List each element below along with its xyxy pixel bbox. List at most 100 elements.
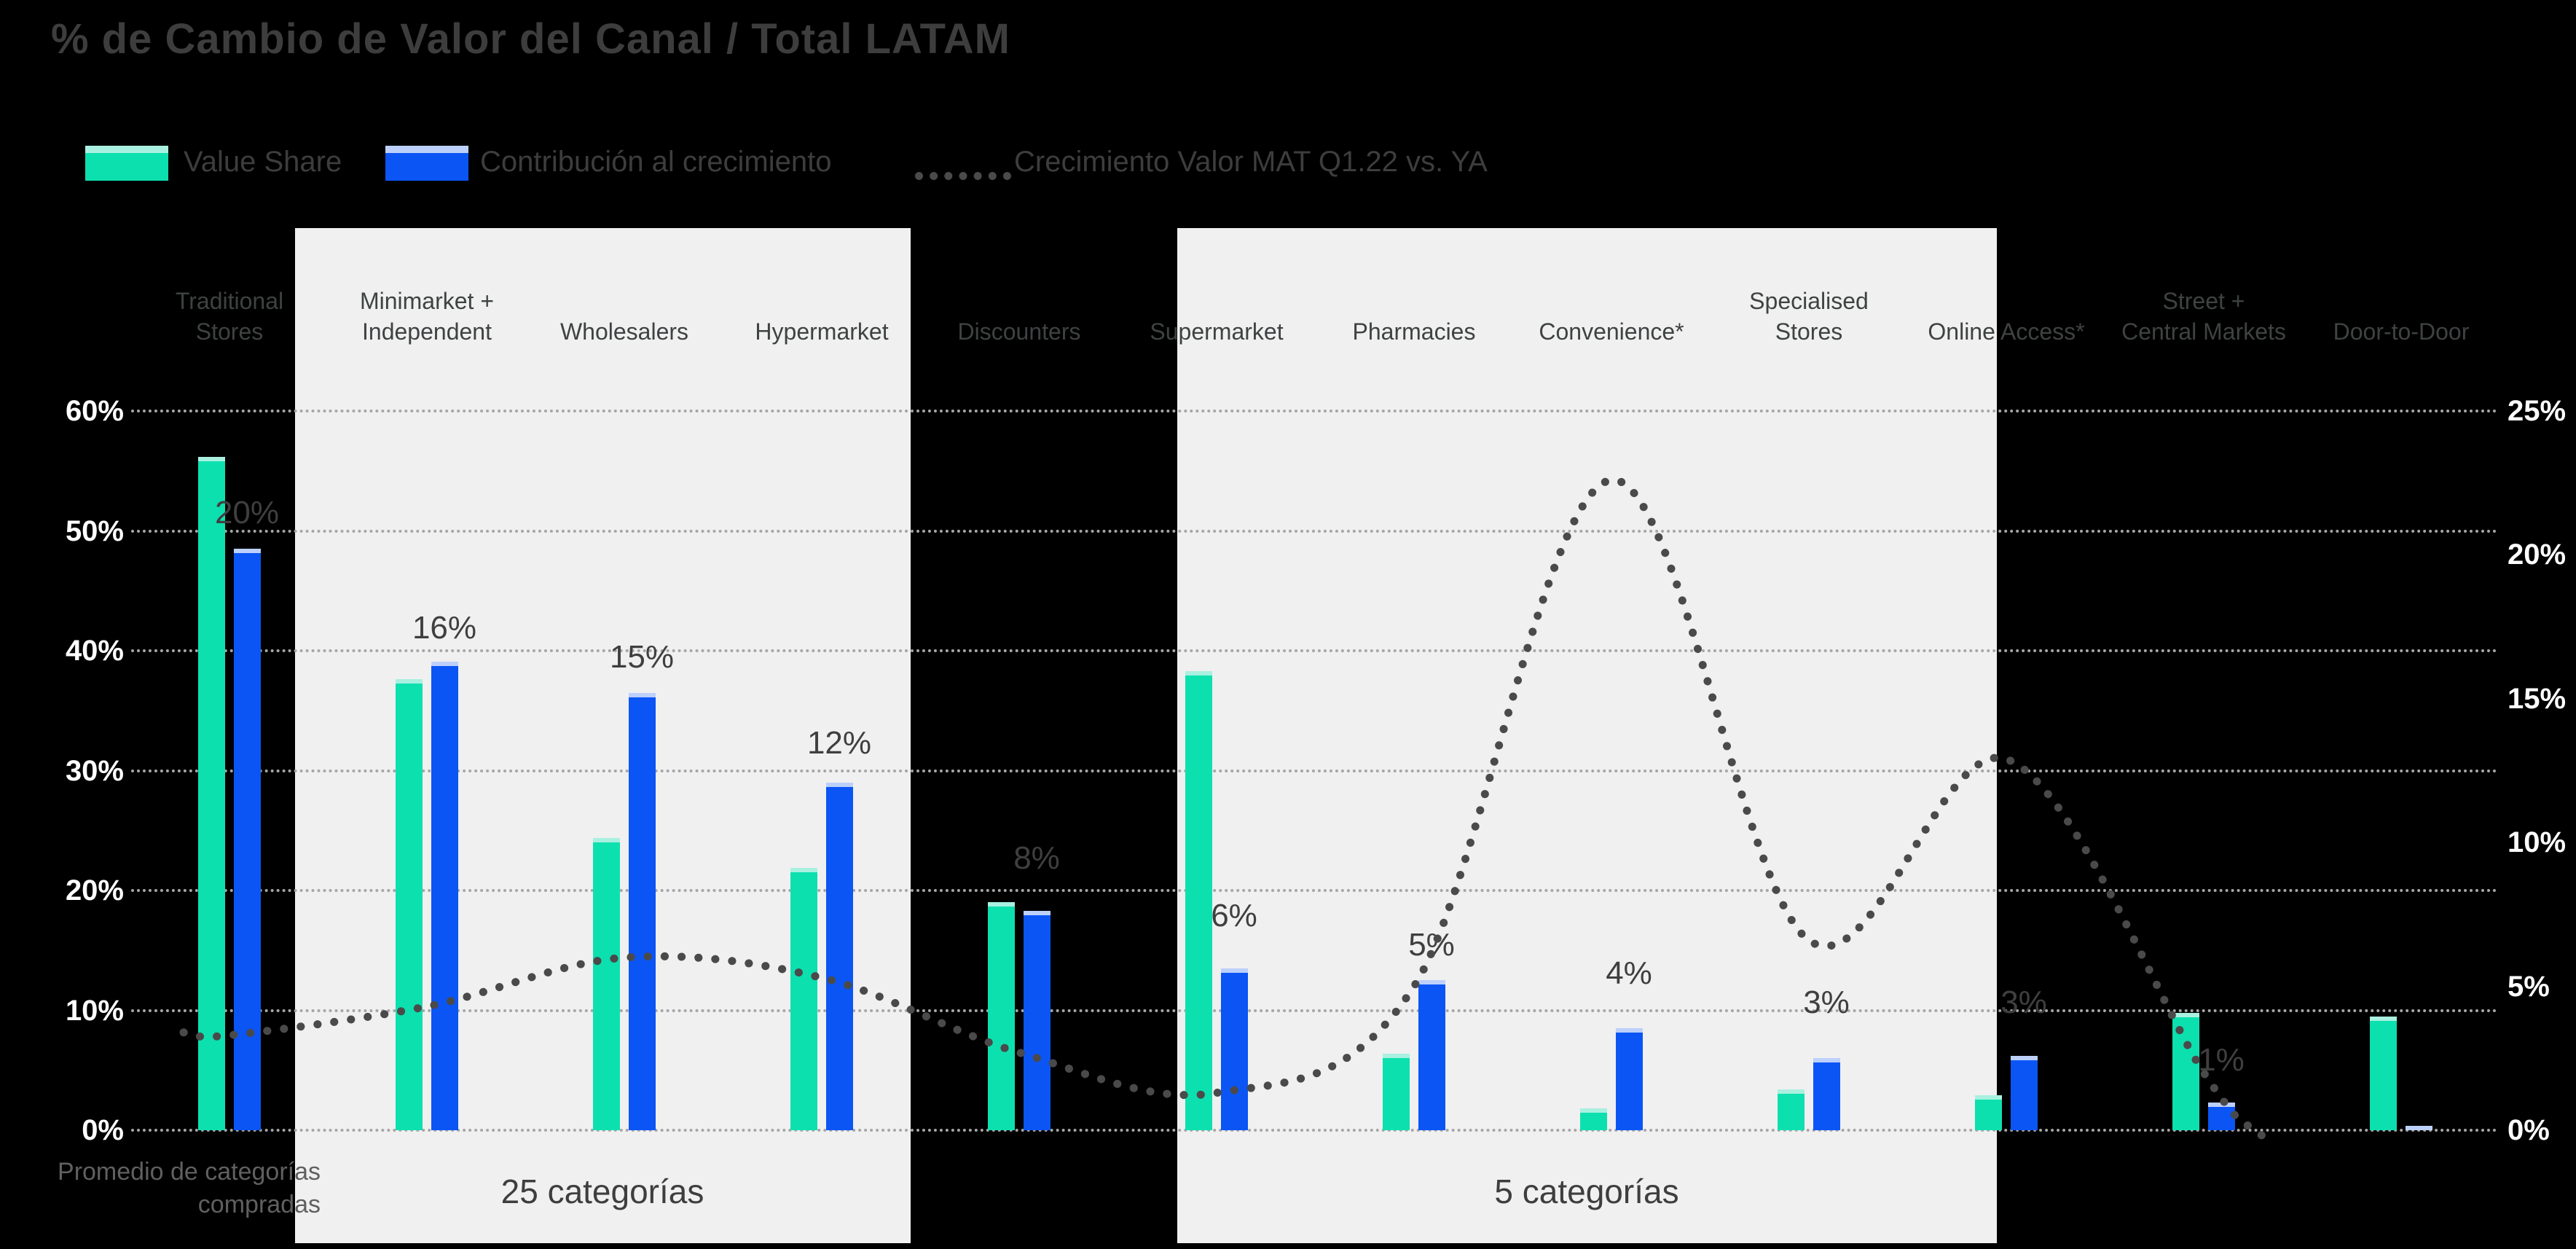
legend-swatch-contribucion bbox=[385, 146, 468, 181]
legend-label-value-share: Value Share bbox=[184, 146, 342, 178]
category-label: Online Access* bbox=[1928, 318, 2085, 345]
axis-tick-left: 40% bbox=[65, 635, 124, 667]
growth-annotation: 15% bbox=[609, 638, 675, 675]
bar-cap bbox=[2406, 1126, 2432, 1130]
bar-contribucion bbox=[629, 692, 656, 1130]
bar-contribucion bbox=[826, 782, 853, 1130]
bar-contribucion bbox=[431, 661, 458, 1130]
bar-cap bbox=[1024, 910, 1051, 915]
axis-tick-right: 0% bbox=[2508, 1114, 2550, 1146]
bar-value-share bbox=[396, 679, 423, 1130]
legend-dotted-line-sample bbox=[915, 172, 1011, 180]
axis-tick-right: 15% bbox=[2508, 682, 2567, 715]
category-label: Convenience* bbox=[1539, 318, 1684, 345]
category-label: Specialised Stores bbox=[1749, 288, 1869, 345]
bar-contribucion bbox=[2208, 1103, 2235, 1130]
growth-annotation: 1% bbox=[2198, 1041, 2245, 1078]
bar-cap bbox=[1221, 968, 1248, 973]
bar-contribucion bbox=[2011, 1056, 2038, 1130]
legend-swatch-value-share bbox=[85, 146, 168, 181]
growth-annotation: 6% bbox=[1211, 898, 1257, 934]
axis-tick-left: 10% bbox=[65, 994, 124, 1027]
footer-note: Promedio de categorías compradas bbox=[58, 1158, 321, 1218]
bar-value-share bbox=[1383, 1053, 1410, 1130]
axis-tick-right: 10% bbox=[2508, 826, 2567, 859]
growth-annotation: 8% bbox=[1013, 840, 1060, 877]
growth-annotation: 3% bbox=[2000, 984, 2047, 1020]
bar-cap bbox=[2172, 1012, 2199, 1017]
category-label: Discounters bbox=[957, 318, 1081, 345]
axis-tick-left: 20% bbox=[65, 874, 124, 907]
bar-cap bbox=[1778, 1089, 1805, 1095]
bar-cap bbox=[629, 692, 656, 697]
bar-value-share bbox=[1975, 1095, 2002, 1130]
growth-annotation: 4% bbox=[1606, 955, 1652, 992]
bar-value-share bbox=[2370, 1016, 2397, 1130]
growth-annotation: 20% bbox=[214, 495, 280, 531]
gridline bbox=[131, 529, 2499, 533]
bar-contribucion bbox=[2406, 1126, 2432, 1130]
bar-cap bbox=[396, 679, 423, 684]
bar-value-share bbox=[1580, 1108, 1607, 1130]
growth-annotation: 12% bbox=[806, 725, 872, 761]
bar-contribucion bbox=[1024, 910, 1051, 1130]
bar-cap bbox=[2370, 1016, 2397, 1021]
axis-tick-right: 5% bbox=[2508, 970, 2550, 1003]
axis-tick-left: 0% bbox=[82, 1114, 124, 1146]
bar-cap bbox=[1813, 1058, 1840, 1063]
category-label: Door-to-Door bbox=[2333, 318, 2470, 345]
category-label: Pharmacies bbox=[1352, 318, 1476, 345]
bar-cap bbox=[1185, 670, 1212, 676]
gridline bbox=[131, 1009, 2499, 1012]
bar-cap bbox=[2011, 1056, 2038, 1060]
swatch-cap bbox=[85, 146, 168, 153]
bar-value-share bbox=[1778, 1089, 1805, 1130]
bar-cap bbox=[198, 456, 225, 461]
bar-value-share bbox=[198, 456, 225, 1130]
bar-cap bbox=[1383, 1053, 1410, 1058]
panel-label-5-categorias: 5 categorías bbox=[1494, 1172, 1679, 1210]
gridline bbox=[131, 410, 2499, 412]
bar-cap bbox=[826, 782, 853, 787]
category-label: Minimarket + Independent bbox=[359, 288, 495, 345]
bar-cap bbox=[1616, 1028, 1643, 1033]
highlight-panel bbox=[1177, 228, 1997, 1243]
legend-label-crecimiento: Crecimiento Valor MAT Q1.22 vs. YA bbox=[1014, 146, 1488, 178]
axis-tick-left: 60% bbox=[65, 395, 124, 427]
axis-tick-right: 20% bbox=[2508, 539, 2567, 571]
axis-tick-left: 30% bbox=[65, 754, 124, 787]
axis-tick-left: 50% bbox=[65, 514, 124, 547]
category-label: Wholesalers bbox=[559, 318, 689, 345]
gridline bbox=[131, 889, 2499, 892]
growth-annotation: 5% bbox=[1408, 926, 1455, 963]
gridline bbox=[131, 649, 2499, 652]
bar-cap bbox=[593, 837, 620, 842]
bar-cap bbox=[2208, 1103, 2235, 1108]
growth-annotation: 16% bbox=[412, 610, 477, 646]
category-label: Hypermarket bbox=[755, 318, 889, 345]
bar-value-share bbox=[790, 867, 817, 1130]
bar-contribucion bbox=[1221, 968, 1248, 1130]
bar-cap bbox=[988, 902, 1015, 907]
category-label: Supermarket bbox=[1150, 318, 1284, 345]
bar-cap bbox=[431, 661, 458, 666]
axis-tick-right: 25% bbox=[2508, 395, 2567, 427]
panel-label-25-categorias: 25 categorías bbox=[500, 1172, 704, 1210]
bar-cap bbox=[1418, 980, 1445, 985]
bar-value-share bbox=[593, 837, 620, 1130]
category-label: Street + Central Markets bbox=[2121, 288, 2286, 345]
category-label: Traditional Stores bbox=[175, 288, 284, 345]
bar-contribucion bbox=[234, 549, 261, 1130]
bar-cap bbox=[790, 867, 817, 872]
gridline bbox=[131, 1129, 2499, 1132]
growth-annotation: 3% bbox=[1803, 984, 1850, 1020]
swatch-cap bbox=[385, 146, 468, 153]
bar-value-share bbox=[988, 902, 1015, 1130]
bar-cap bbox=[1975, 1095, 2002, 1100]
gridline bbox=[131, 769, 2499, 772]
bar-cap bbox=[234, 549, 261, 554]
bar-contribucion bbox=[1418, 980, 1445, 1130]
bar-contribucion bbox=[1616, 1028, 1643, 1130]
legend-label-contribucion: Contribución al crecimiento bbox=[480, 146, 832, 178]
